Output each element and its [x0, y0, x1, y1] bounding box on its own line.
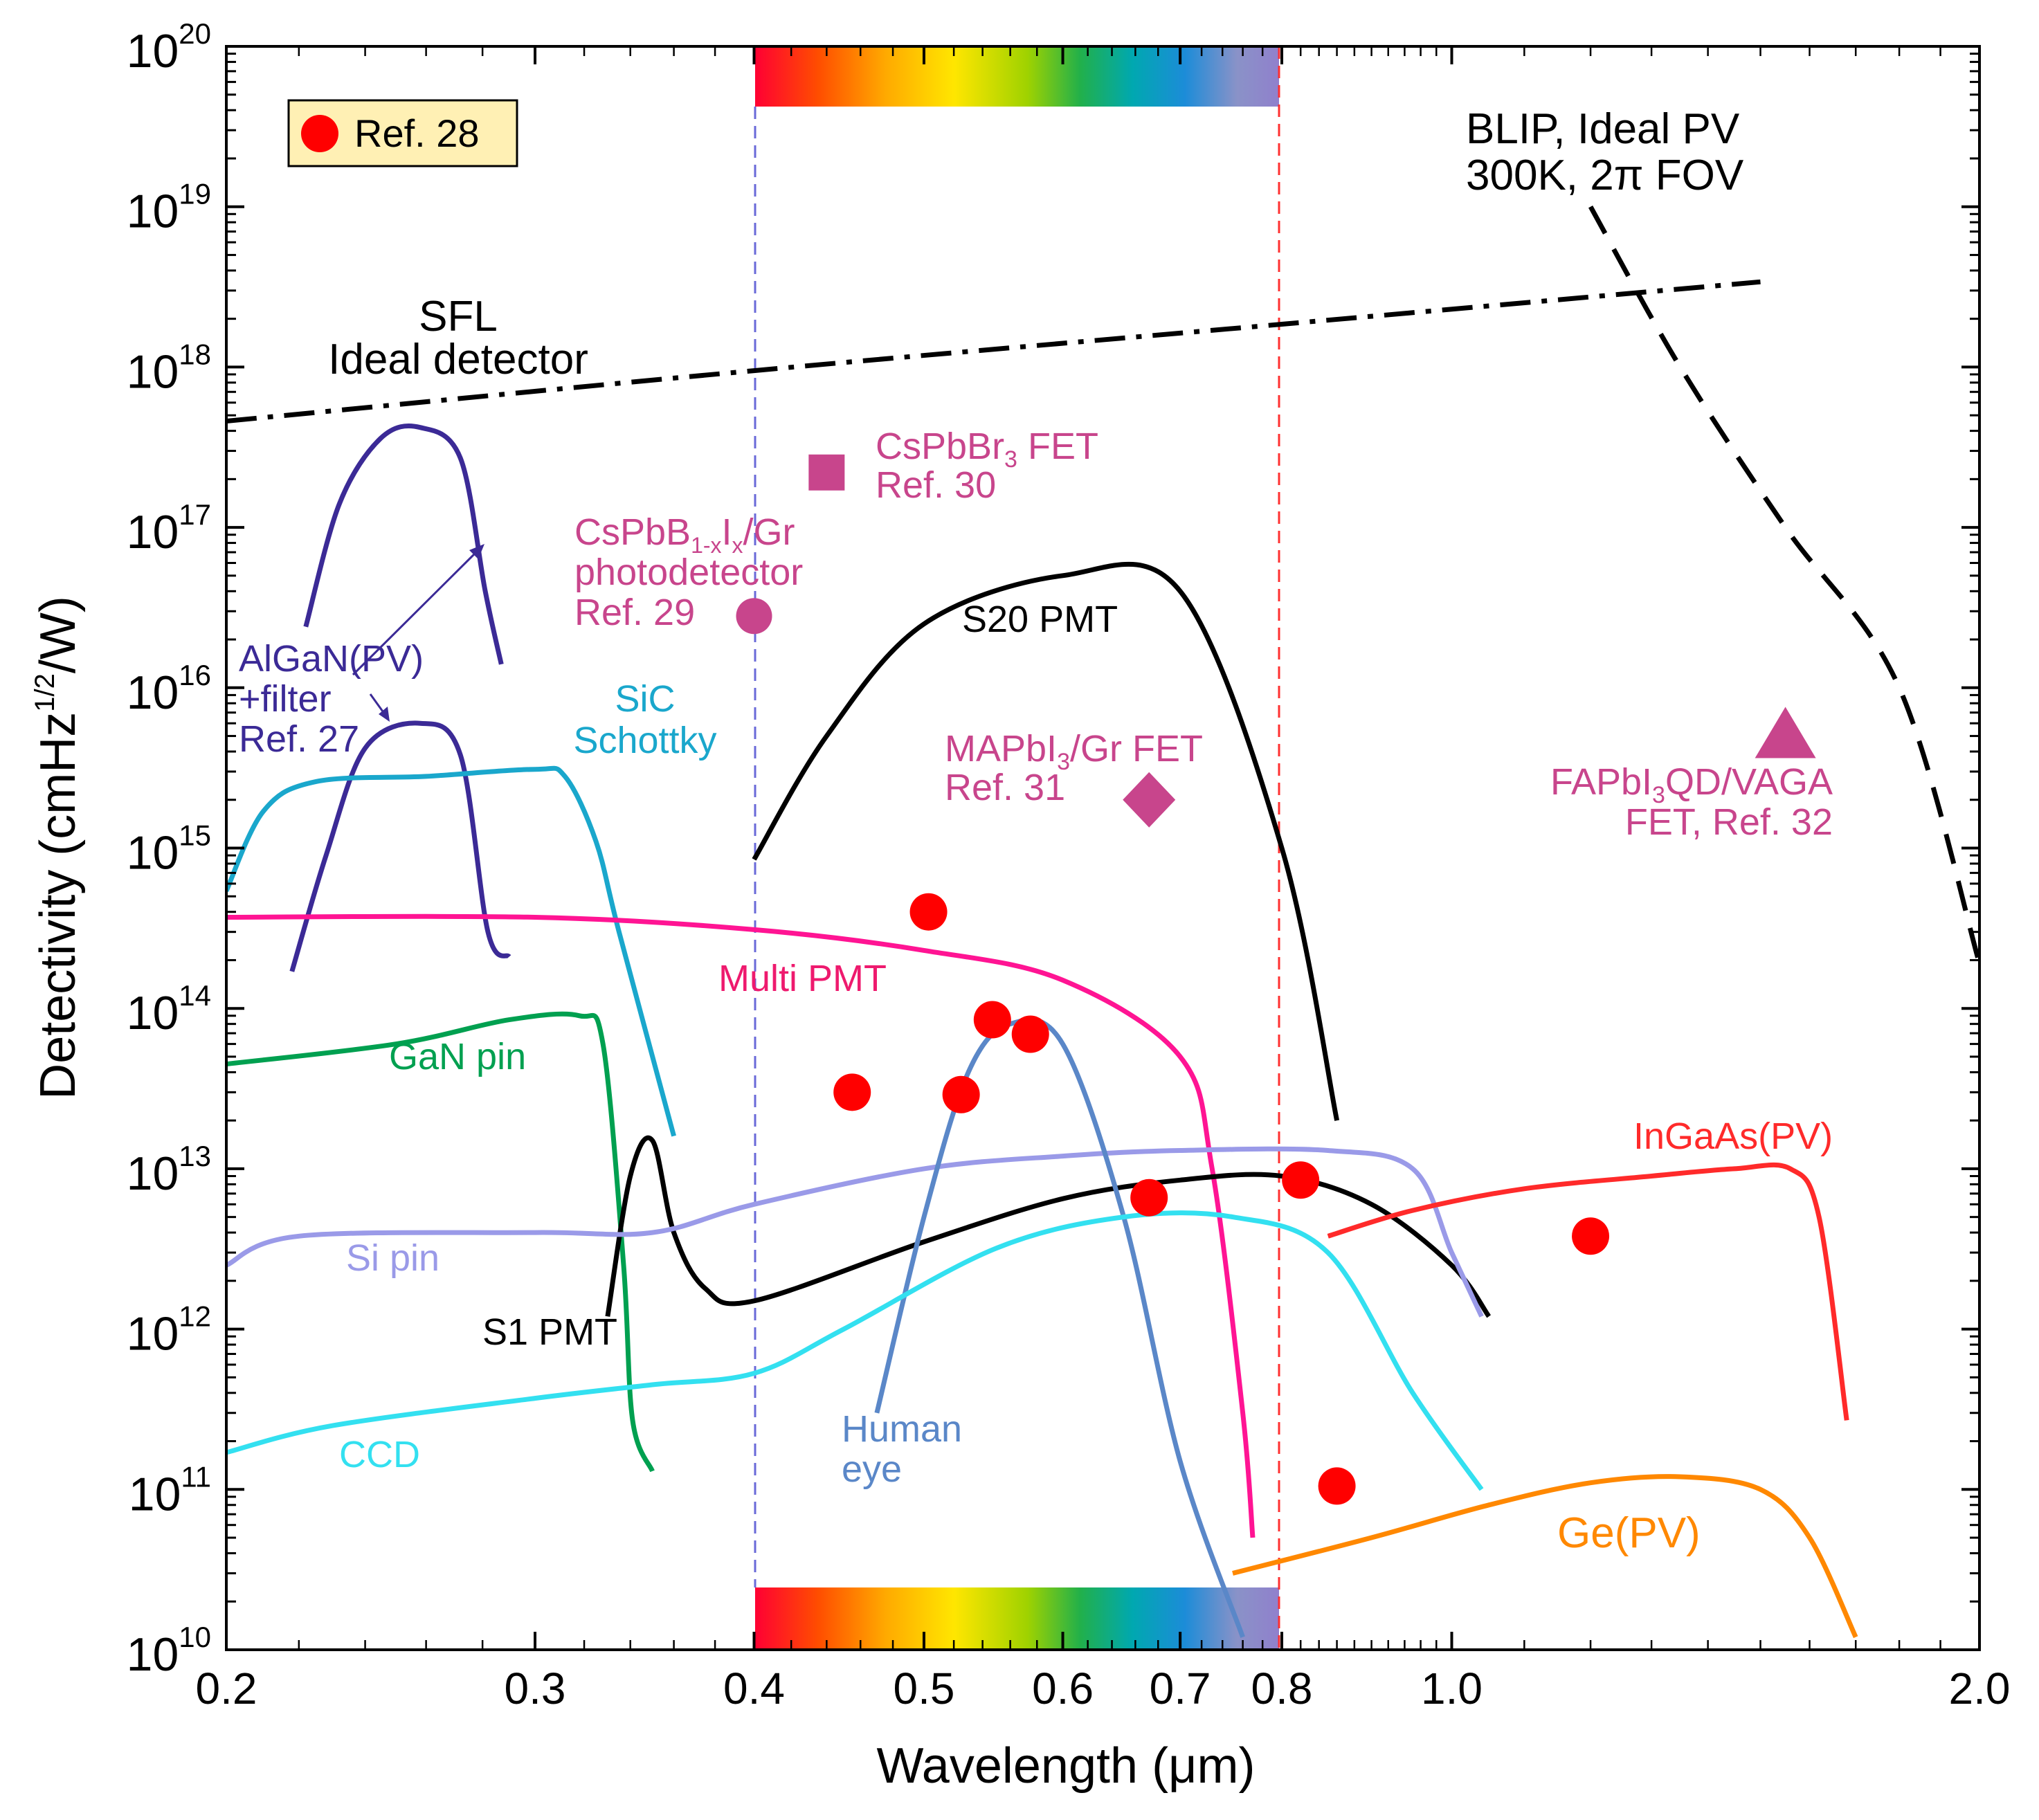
cspbbr3-label-line1: CsPbBr3 FET	[876, 426, 1098, 473]
ref28-point	[1130, 1179, 1168, 1217]
series-s20-pmt	[752, 561, 1340, 1121]
fapbi3-label-line1: FAPbI3QD/VAGA	[1550, 761, 1833, 808]
algan-label-line1: AlGaN(PV)	[239, 638, 424, 680]
algan-arrow-1	[352, 547, 481, 676]
s1-pmt-label: S1 PMT	[482, 1311, 617, 1353]
y-tick-label: 1013	[127, 1140, 211, 1200]
y-tick-label: 1016	[127, 659, 211, 719]
fapbi3-label-line2: FET, Ref. 32	[1625, 801, 1833, 843]
cspbbr3-label-line2: Ref. 30	[876, 464, 996, 506]
markers-layer	[736, 454, 1816, 828]
algan-arrowhead-2	[379, 707, 390, 722]
series-si-pin	[226, 1146, 1484, 1318]
blip-label-line1: BLIP, Ideal PV	[1466, 105, 1740, 153]
y-axis-title: Detectivity (cmHz1/2/W)	[30, 596, 86, 1100]
y-tick-label: 1015	[127, 819, 211, 880]
y-tick-label: 1010	[127, 1621, 211, 1681]
y-tick-label: 1014	[127, 979, 211, 1039]
sfl-label-line1: SFL	[419, 293, 498, 340]
legend: Ref. 28	[287, 99, 518, 167]
ref28-points-layer	[833, 893, 1610, 1505]
blip-label-line2: 300K, 2π FOV	[1466, 152, 1744, 199]
cspbbix-label-line3: Ref. 29	[574, 592, 695, 633]
x-tick-label: 0.7	[1150, 1664, 1211, 1713]
series-s1-pmt	[605, 1135, 1492, 1318]
sic-label-line1: SiC	[615, 678, 675, 720]
y-tick-label: 1017	[127, 498, 211, 558]
legend-marker	[301, 115, 338, 152]
mapbi3-label-line1: MAPbI3/Gr FET	[945, 728, 1203, 775]
y-tick-label: 1018	[127, 338, 211, 398]
series-gan-pin	[226, 1011, 655, 1473]
sic-label-line2: Schottky	[573, 720, 716, 761]
series-ge-pv	[1232, 1474, 1858, 1639]
series-human-eye	[874, 1017, 1245, 1638]
marker-cspbbr3	[808, 454, 845, 491]
human-eye-label-line2: eye	[842, 1448, 902, 1490]
human-eye-label-line1: Human	[842, 1408, 962, 1450]
cspbbix-label-line2: photodetector	[574, 552, 803, 593]
multi-pmt-label: Multi PMT	[718, 958, 887, 999]
series-multi-pmt	[226, 913, 1256, 1538]
ge-label: Ge(PV)	[1557, 1509, 1701, 1557]
gan-pin-label: GaN pin	[389, 1036, 526, 1077]
algan-label-line2: +filter	[239, 678, 332, 720]
marker-mapbi3	[1123, 772, 1176, 828]
ref28-point	[973, 1001, 1011, 1039]
x-tick-label: 0.4	[723, 1664, 785, 1713]
x-tick-label: 0.8	[1251, 1664, 1313, 1713]
x-tick-label: 2.0	[1949, 1664, 2011, 1713]
x-tick-label: 1.0	[1421, 1664, 1483, 1713]
series-algan-pv	[303, 423, 504, 665]
series-ingaas-pv	[1327, 1162, 1849, 1421]
s20-pmt-label: S20 PMT	[962, 599, 1118, 640]
sfl-label-line2: Ideal detector	[328, 336, 588, 383]
series-blip-ideal-pv-300k-2-fov	[1588, 205, 1979, 965]
y-tick-label: 1011	[129, 1460, 211, 1520]
series-layer	[226, 205, 1979, 1639]
ingaas-label: InGaAs(PV)	[1633, 1116, 1833, 1157]
marker-cspbbix	[736, 598, 772, 635]
si-pin-label: Si pin	[346, 1237, 439, 1279]
algan-label-line3: Ref. 27	[239, 718, 359, 760]
series-sic-schottky	[226, 765, 676, 1137]
ref28-point	[833, 1073, 871, 1111]
ref28-point	[909, 893, 948, 931]
legend-label: Ref. 28	[354, 111, 480, 155]
mapbi3-label-line2: Ref. 31	[945, 767, 1065, 808]
cspbbix-label-line1: CsPbB1-xIx/Gr	[574, 511, 795, 558]
series-algan-pv-filter	[289, 720, 511, 972]
ref28-point	[1011, 1015, 1049, 1053]
plot-frame	[225, 45, 1981, 1651]
ref28-point	[942, 1075, 980, 1113]
marker-fapbi3	[1755, 707, 1816, 758]
x-tick-label: 0.5	[893, 1664, 954, 1713]
ref28-point	[1282, 1161, 1320, 1199]
y-axis-ticks: 1010 1011 1012 1013 1014 1015 1016 1017 1018 1019…	[127, 17, 1979, 1681]
series-ccd	[226, 1210, 1484, 1491]
x-axis-ticks: 0.2 0.3 0.4 0.5 0.6 0.7 0.8 1.0 2.0	[196, 46, 2011, 1713]
y-tick-label: 1020	[127, 17, 211, 78]
y-tick-label: 1019	[127, 178, 211, 238]
x-axis-title: Wavelength (μm)	[877, 1738, 1256, 1794]
ref28-point	[1572, 1217, 1610, 1255]
spectrum-bar-top	[755, 46, 1279, 107]
y-tick-label: 1012	[127, 1300, 211, 1361]
ccd-label: CCD	[339, 1434, 420, 1475]
x-tick-label: 0.2	[196, 1664, 257, 1713]
x-tick-label: 0.3	[505, 1664, 566, 1713]
spectrum-bar-bottom	[755, 1587, 1279, 1650]
x-tick-label: 0.6	[1032, 1664, 1094, 1713]
algan-arrowhead-1	[469, 544, 484, 559]
ref28-point	[1318, 1467, 1356, 1505]
